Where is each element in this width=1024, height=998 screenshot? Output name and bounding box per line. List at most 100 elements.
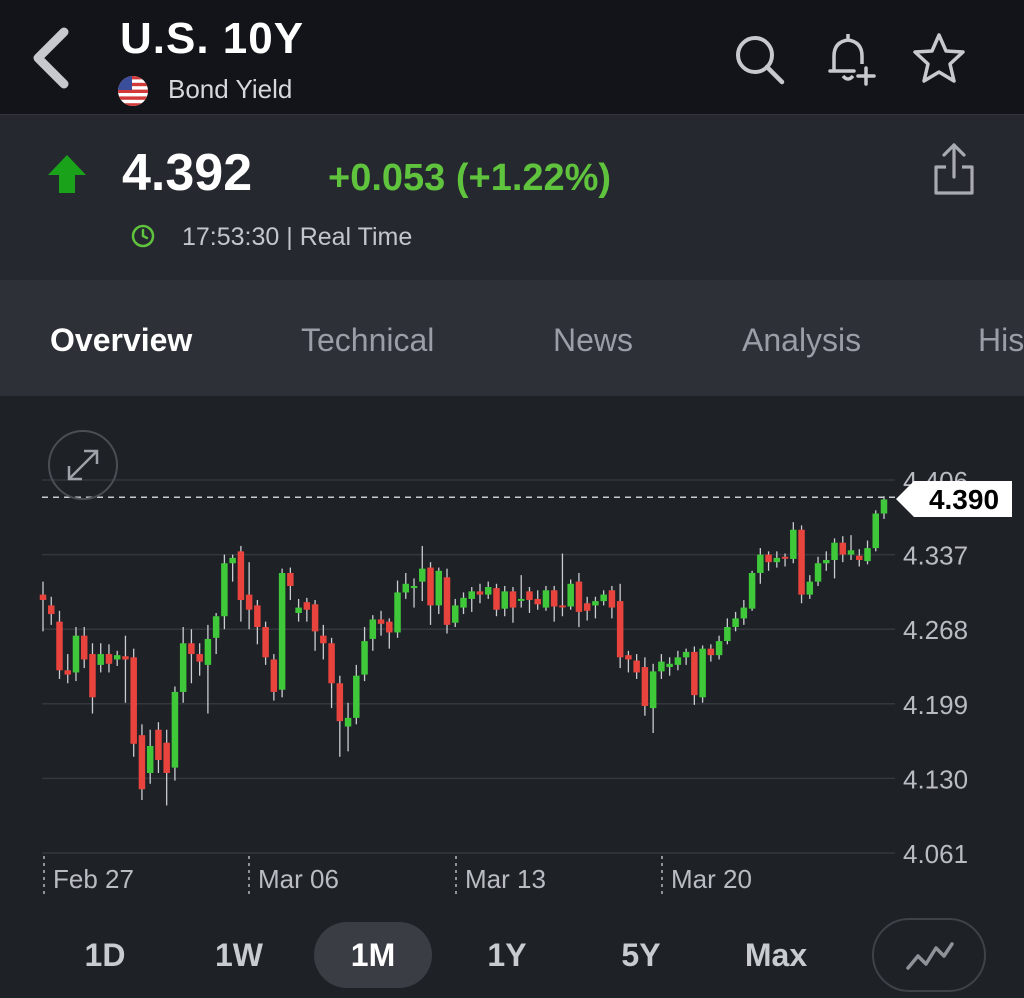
- section-tabs: Overview Technical News Analysis His: [0, 280, 1024, 396]
- candle-body: [501, 591, 508, 609]
- candle-body: [163, 742, 170, 773]
- candle-body: [641, 667, 649, 706]
- flag-us-icon: [118, 76, 148, 106]
- candle-body: [105, 654, 113, 664]
- candle-body: [748, 572, 756, 609]
- search-icon[interactable]: [730, 30, 788, 88]
- candle-body: [559, 605, 566, 608]
- candle-body: [122, 656, 129, 660]
- candle-body: [460, 597, 467, 608]
- candle-body: [550, 590, 558, 607]
- range-1y-button[interactable]: 1Y: [487, 937, 527, 973]
- candle-body: [89, 654, 96, 698]
- range-1d-button[interactable]: 1D: [84, 937, 126, 973]
- tab-overview[interactable]: Overview: [50, 322, 193, 358]
- candle-body: [493, 588, 500, 610]
- candle-body: [130, 657, 137, 744]
- current-price-label: 4.390: [929, 484, 999, 515]
- candle-body: [287, 572, 294, 586]
- candle-body: [245, 594, 253, 610]
- quote-time: 17:53:30 | Real Time: [182, 223, 413, 251]
- candle-body: [171, 691, 179, 768]
- candle-body: [212, 616, 220, 638]
- tab-technical[interactable]: Technical: [301, 322, 435, 358]
- candle-body: [625, 655, 632, 660]
- candle-body: [526, 591, 533, 601]
- chart-type-button[interactable]: [872, 918, 986, 992]
- range-1w-button[interactable]: 1W: [215, 937, 263, 973]
- candle-body: [798, 529, 805, 595]
- candle-body: [724, 627, 731, 642]
- share-icon[interactable]: [928, 141, 980, 197]
- range-1m-button[interactable]: 1M: [314, 922, 432, 988]
- candle-body: [542, 590, 550, 608]
- candle-body: [410, 585, 418, 589]
- candle-body: [864, 548, 871, 562]
- star-icon[interactable]: [910, 30, 968, 88]
- tab-analysis[interactable]: Analysis: [742, 322, 862, 358]
- candle-body: [39, 594, 47, 601]
- candle-body: [196, 654, 203, 662]
- x-tick-label: Feb 27: [53, 864, 134, 894]
- top-bar: U.S. 10Y Bond Yield: [0, 0, 1024, 114]
- candle-body: [583, 603, 591, 611]
- candle-body: [806, 581, 814, 595]
- add-alert-icon[interactable]: [820, 30, 878, 88]
- candle-body: [534, 598, 541, 605]
- candle-body: [517, 598, 525, 601]
- candle-body: [790, 529, 797, 559]
- candle-body: [476, 591, 484, 595]
- expand-chart-button[interactable]: [48, 430, 118, 500]
- candle-body: [361, 641, 368, 675]
- candle-body: [452, 605, 459, 623]
- candle-body: [369, 619, 377, 639]
- candle-body: [336, 683, 344, 722]
- candle-body: [146, 745, 154, 773]
- candle-body: [328, 643, 335, 684]
- y-tick-label: 4.061: [903, 839, 968, 869]
- candle-body: [402, 583, 410, 593]
- range-max-button[interactable]: Max: [744, 937, 808, 973]
- y-tick-label: 4.130: [903, 764, 968, 794]
- candle-body: [278, 572, 286, 690]
- candle-body: [427, 567, 434, 606]
- candle-body: [64, 670, 71, 675]
- back-chevron-icon[interactable]: [26, 24, 78, 92]
- line-chart-icon: [906, 942, 954, 970]
- y-tick-label: 4.337: [903, 541, 968, 571]
- candle-body: [674, 657, 682, 665]
- candle-body: [600, 594, 607, 602]
- candle-body: [97, 654, 104, 665]
- candle-body: [484, 587, 492, 595]
- candle-body: [72, 635, 80, 673]
- candle-body: [221, 563, 228, 617]
- clock-icon: [131, 224, 155, 248]
- candle-body: [880, 499, 888, 514]
- candle-body: [254, 605, 261, 628]
- candle-body: [509, 591, 517, 608]
- candle-body: [237, 551, 245, 601]
- candle-body: [773, 557, 781, 563]
- quote-panel: 4.392 +0.053 (+1.22%) 17:53:30 | Real Ti…: [0, 114, 1024, 280]
- range-5y-button[interactable]: 5Y: [621, 937, 661, 973]
- candle-body: [699, 648, 706, 698]
- candle-body: [386, 621, 393, 633]
- candle-body: [715, 641, 723, 656]
- tab-news[interactable]: News: [553, 322, 634, 358]
- tab-historical[interactable]: His: [978, 322, 1024, 358]
- range-selector: 1D 1W 1M 1Y 5Y Max: [0, 912, 1024, 998]
- candle-body: [781, 556, 789, 559]
- candle-body: [666, 663, 673, 668]
- candle-body: [757, 554, 764, 573]
- candle-body: [435, 570, 443, 606]
- instrument-subtitle: Bond Yield: [168, 74, 293, 104]
- instrument-title: U.S. 10Y: [120, 14, 305, 63]
- candle-body: [188, 643, 195, 655]
- candle-body: [80, 635, 88, 660]
- candle-body: [443, 577, 451, 625]
- current-price-tag: 4.390: [896, 481, 1012, 517]
- candle-body: [468, 591, 475, 599]
- candle-body: [179, 643, 187, 692]
- x-tick-label: Mar 13: [465, 864, 546, 894]
